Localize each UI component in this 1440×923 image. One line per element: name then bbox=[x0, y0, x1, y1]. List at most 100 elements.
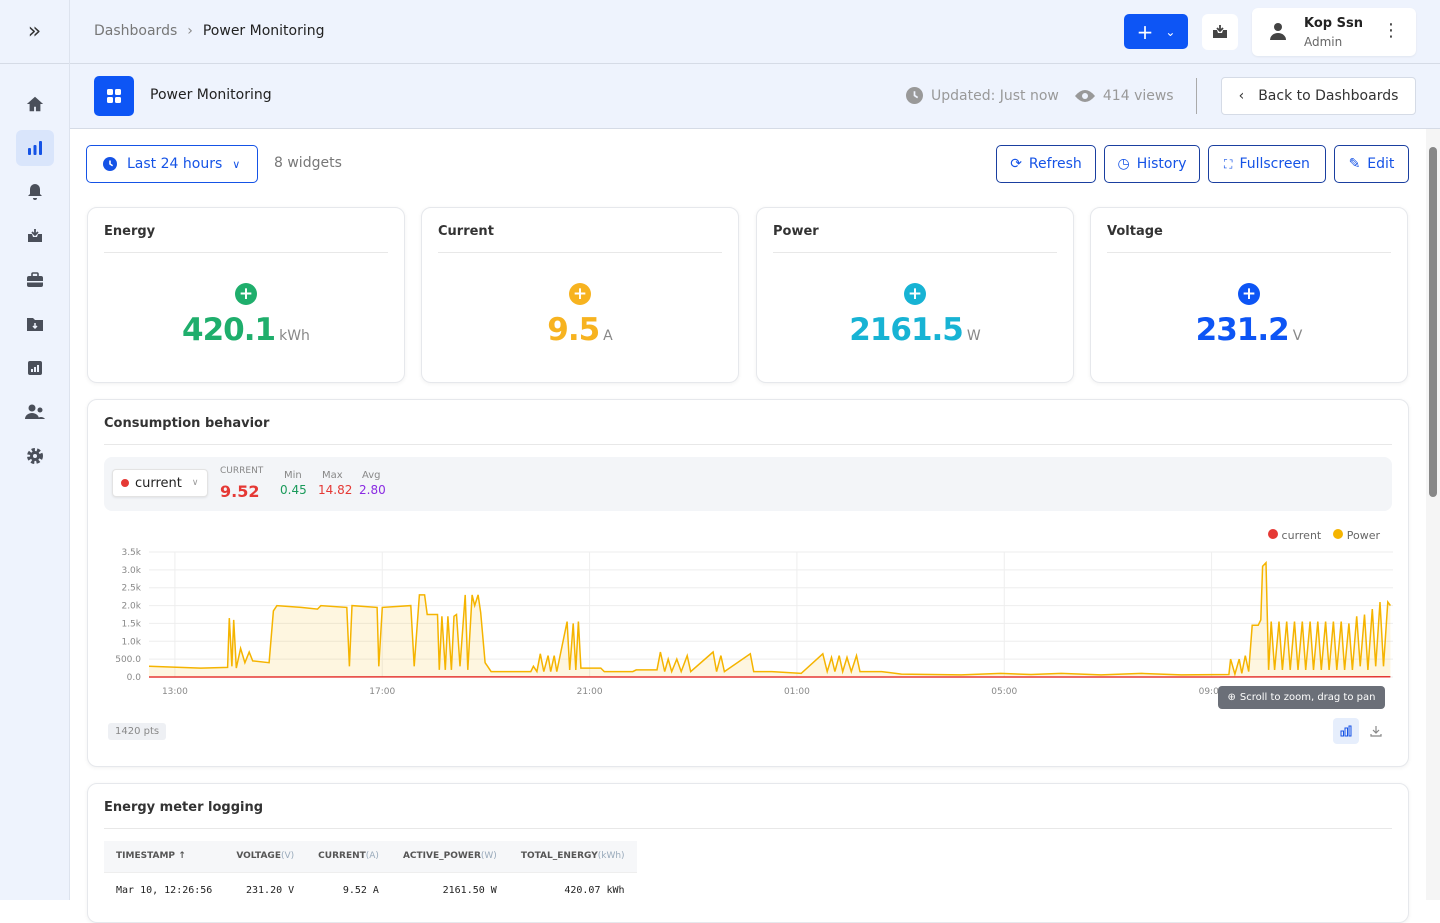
download-button[interactable] bbox=[1363, 718, 1389, 744]
plus-circle-icon: + bbox=[235, 283, 257, 305]
kpi-number: 2161.5 bbox=[849, 312, 963, 348]
add-menu-button[interactable]: +⌄ bbox=[1124, 14, 1188, 49]
y-tick-label: 500.0 bbox=[115, 655, 141, 665]
current-value: 9.52 bbox=[220, 482, 259, 501]
user-menu[interactable]: Kop Ssn Admin ⋮ bbox=[1252, 8, 1416, 56]
y-tick-label: 3.5k bbox=[121, 548, 141, 558]
table-cell: Mar 10, 12:26:56 bbox=[104, 872, 224, 908]
toolbox-icon[interactable] bbox=[16, 262, 54, 298]
x-tick-label: 17:00 bbox=[369, 687, 395, 697]
clock-icon bbox=[103, 157, 117, 171]
expand-sidebar-button[interactable]: » bbox=[0, 0, 69, 64]
kpi-title: Voltage bbox=[1107, 224, 1163, 239]
chevron-right-icon: › bbox=[187, 23, 193, 39]
chevron-down-icon: ∨ bbox=[232, 158, 240, 171]
column-header-timestamp[interactable]: TIMESTAMP ↑ bbox=[104, 841, 224, 872]
y-tick-label: 1.5k bbox=[121, 619, 141, 629]
edit-label: Edit bbox=[1367, 156, 1394, 172]
report-chart-icon[interactable] bbox=[16, 350, 54, 386]
max-value: 14.82 bbox=[318, 483, 352, 497]
y-tick-label: 2.5k bbox=[121, 584, 141, 594]
divider bbox=[773, 252, 1057, 253]
bar-chart-icon bbox=[1340, 725, 1352, 737]
y-tick-label: 0.0 bbox=[127, 673, 142, 683]
breadcrumb: Dashboards › Power Monitoring bbox=[94, 23, 325, 39]
divider bbox=[104, 252, 388, 253]
sort-asc-icon[interactable]: ↑ bbox=[178, 851, 186, 861]
kpi-number: 231.2 bbox=[1196, 312, 1289, 348]
table-cell: 2161.50 W bbox=[391, 872, 509, 908]
table-cell: 420.07 kWh bbox=[509, 872, 637, 908]
avg-value: 2.80 bbox=[359, 483, 386, 497]
dashboard-title: Power Monitoring bbox=[150, 87, 272, 103]
card-title: Energy meter logging bbox=[104, 800, 263, 815]
fullscreen-label: Fullscreen bbox=[1239, 156, 1309, 172]
inbox-button[interactable] bbox=[1202, 14, 1238, 50]
x-tick-label: 05:00 bbox=[991, 687, 1017, 697]
table-cell: 231.20 V bbox=[224, 872, 306, 908]
page-scrollbar[interactable] bbox=[1426, 129, 1440, 900]
bell-icon[interactable] bbox=[16, 174, 54, 210]
plus-circle-icon: + bbox=[904, 283, 926, 305]
home-icon[interactable] bbox=[16, 86, 54, 122]
column-header-total_energy[interactable]: TOTAL_ENERGY(kWh) bbox=[509, 841, 637, 872]
x-tick-label: 01:00 bbox=[784, 687, 810, 697]
edit-button[interactable]: ✎Edit bbox=[1334, 145, 1409, 183]
zoom-icon: ⊕ bbox=[1228, 692, 1236, 703]
inbox-icon bbox=[1211, 24, 1229, 40]
plus-circle-icon: + bbox=[1238, 283, 1260, 305]
chevron-down-icon: ⌄ bbox=[1165, 25, 1175, 39]
min-value: 0.45 bbox=[280, 483, 307, 497]
consumption-chart-card: Consumption behavior current∨ CURRENT 9.… bbox=[87, 399, 1409, 767]
breadcrumb-dashboards[interactable]: Dashboards bbox=[94, 23, 177, 39]
fullscreen-button[interactable]: ⛶ Fullscreen bbox=[1208, 145, 1326, 183]
chart-type-button[interactable] bbox=[1333, 718, 1359, 744]
chevron-left-icon: ‹ bbox=[1239, 88, 1245, 104]
fullscreen-icon: ⛶ bbox=[1224, 157, 1232, 172]
breadcrumb-current: Power Monitoring bbox=[203, 23, 325, 39]
series-select[interactable]: current∨ bbox=[112, 469, 208, 497]
card-title: Consumption behavior bbox=[104, 416, 269, 431]
gear-icon[interactable] bbox=[16, 438, 54, 474]
kpi-unit: V bbox=[1293, 328, 1303, 344]
more-vertical-icon[interactable]: ⋮ bbox=[1382, 20, 1400, 41]
chevron-down-icon: ∨ bbox=[192, 478, 199, 488]
back-to-dashboards-button[interactable]: ‹ Back to Dashboards bbox=[1221, 77, 1416, 115]
back-label: Back to Dashboards bbox=[1258, 88, 1398, 104]
x-tick-label: 13:00 bbox=[162, 687, 188, 697]
column-header-active_power[interactable]: ACTIVE_POWER(W) bbox=[391, 841, 509, 872]
kpi-title: Power bbox=[773, 224, 819, 239]
points-count-badge: 1420 pts bbox=[108, 723, 166, 740]
refresh-button[interactable]: ⟳ Refresh bbox=[996, 145, 1096, 183]
x-tick-label: 21:00 bbox=[577, 687, 603, 697]
current-label: CURRENT bbox=[220, 466, 263, 476]
dashboards-icon[interactable] bbox=[16, 130, 54, 166]
zoom-hint-tooltip: ⊕Scroll to zoom, drag to pan bbox=[1218, 686, 1385, 709]
divider bbox=[1107, 252, 1391, 253]
column-header-current[interactable]: CURRENT(A) bbox=[306, 841, 391, 872]
user-name: Kop Ssn bbox=[1304, 16, 1363, 31]
views-count: 414 views bbox=[1103, 88, 1174, 104]
column-header-voltage[interactable]: VOLTAGE(V) bbox=[224, 841, 306, 872]
users-icon[interactable] bbox=[16, 394, 54, 430]
inbox-download-icon[interactable] bbox=[16, 218, 54, 254]
time-range-dropdown[interactable]: Last 24 hours ∨ bbox=[86, 145, 258, 183]
plus-circle-icon: + bbox=[569, 283, 591, 305]
series-color-dot bbox=[121, 479, 129, 487]
history-button[interactable]: ◷History bbox=[1104, 145, 1200, 183]
divider bbox=[104, 444, 1392, 445]
refresh-icon: ⟳ bbox=[1010, 156, 1022, 172]
refresh-label: Refresh bbox=[1029, 156, 1082, 172]
scrollbar-thumb[interactable] bbox=[1429, 147, 1437, 497]
energy-log-card: Energy meter logging TIMESTAMP ↑VOLTAGE(… bbox=[87, 783, 1409, 923]
folder-download-icon[interactable] bbox=[16, 306, 54, 342]
user-avatar-icon bbox=[1270, 22, 1286, 40]
download-icon bbox=[1370, 725, 1382, 737]
top-header: Dashboards › Power Monitoring +⌄ Kop Ssn A… bbox=[70, 0, 1440, 64]
